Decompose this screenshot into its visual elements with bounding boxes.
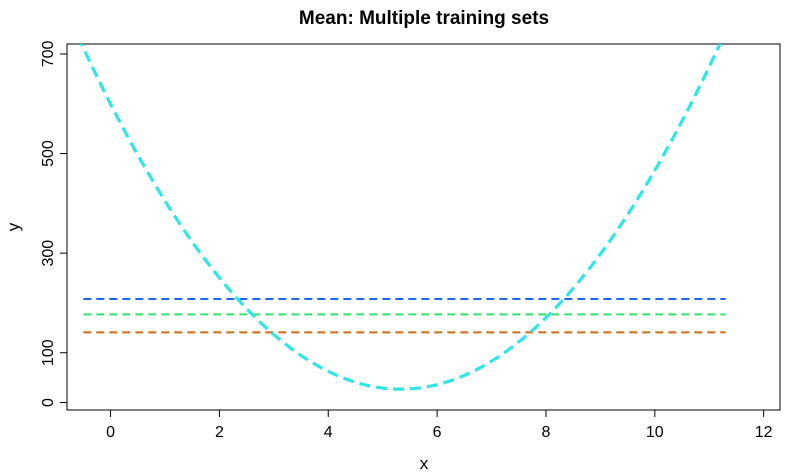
series-layer — [79, 44, 726, 391]
x-tick-label: 6 — [433, 424, 442, 441]
y-tick-label: 100 — [40, 339, 57, 366]
x-tick-label: 12 — [755, 424, 773, 441]
x-tick-label: 0 — [106, 424, 115, 441]
y-axis: 0 100 300 500 700 — [40, 41, 67, 407]
series-line-4 — [79, 44, 722, 391]
y-tick-label: 0 — [40, 398, 57, 407]
chart-title: Mean: Multiple training sets — [299, 8, 549, 29]
x-tick-label: 10 — [646, 424, 664, 441]
x-tick-label: 2 — [215, 424, 224, 441]
x-axis: 0 2 4 6 8 10 12 — [106, 410, 773, 441]
y-tick-label: 700 — [40, 41, 57, 68]
y-tick-label: 300 — [40, 240, 57, 267]
y-tick-label: 500 — [40, 140, 57, 167]
plot-frame — [66, 43, 781, 411]
x-tick-label: 4 — [324, 424, 333, 441]
x-axis-label: x — [420, 454, 429, 473]
y-axis-label: y — [4, 222, 23, 231]
x-tick-label: 8 — [542, 424, 551, 441]
